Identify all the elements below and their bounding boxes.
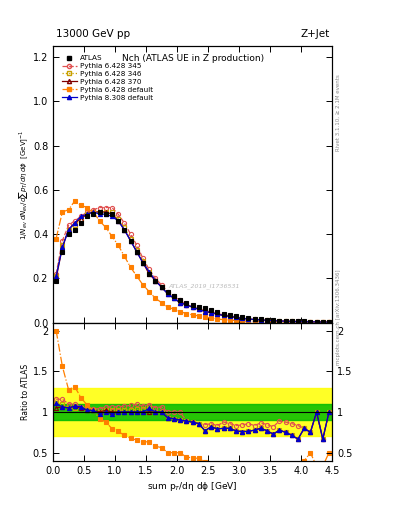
Bar <box>53 404 332 420</box>
Bar <box>53 388 332 436</box>
Text: Z+Jet: Z+Jet <box>300 29 329 39</box>
Text: Rivet 3.1.10, ≥ 2.1M events: Rivet 3.1.10, ≥ 2.1M events <box>336 74 341 151</box>
Legend: ATLAS, Pythia 6.428 345, Pythia 6.428 346, Pythia 6.428 370, Pythia 6.428 defaul: ATLAS, Pythia 6.428 345, Pythia 6.428 34… <box>62 55 153 100</box>
Y-axis label: Ratio to ATLAS: Ratio to ATLAS <box>21 364 30 420</box>
Y-axis label: $1/N_{ev}\;dN_{ev}/d\!\sum p_T/d\eta\,d\phi$  [GeV]$^{-1}$: $1/N_{ev}\;dN_{ev}/d\!\sum p_T/d\eta\,d\… <box>17 129 30 240</box>
Text: ATLAS_2019_I1736531: ATLAS_2019_I1736531 <box>168 284 239 289</box>
Text: mcplots.cern.ch [arXiv:1306.3436]: mcplots.cern.ch [arXiv:1306.3436] <box>336 270 341 365</box>
Text: Nch (ATLAS UE in Z production): Nch (ATLAS UE in Z production) <box>121 54 264 63</box>
Text: 13000 GeV pp: 13000 GeV pp <box>56 29 130 39</box>
X-axis label: sum p$_T$/dη dϕ [GeV]: sum p$_T$/dη dϕ [GeV] <box>147 480 238 493</box>
